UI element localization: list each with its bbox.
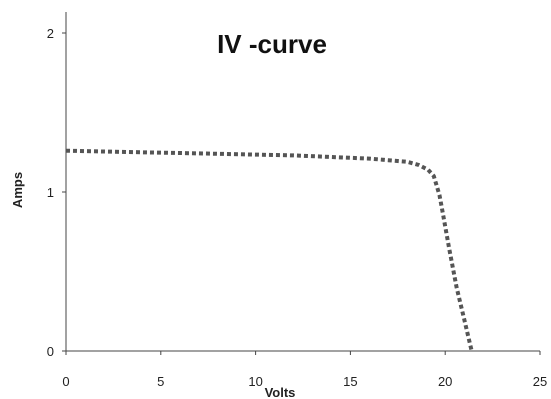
- x-tick-label: 5: [157, 374, 164, 389]
- y-tick-label: 1: [47, 185, 54, 200]
- x-tick-label: 10: [248, 374, 262, 389]
- y-tick-label: 0: [47, 344, 54, 359]
- y-axis-title: Amps: [10, 172, 25, 208]
- x-tick-label: 25: [533, 374, 547, 389]
- x-tick-label: 20: [438, 374, 452, 389]
- x-tick-label: 15: [343, 374, 357, 389]
- chart-title: IV -curve: [217, 29, 327, 59]
- x-tick-label: 0: [62, 374, 69, 389]
- axis-ticks: 0 5 10 15 20 25 0 1 2: [47, 26, 547, 389]
- y-tick-label: 2: [47, 26, 54, 41]
- x-axis-title: Volts: [265, 385, 296, 399]
- iv-curve-line: [65, 148, 474, 352]
